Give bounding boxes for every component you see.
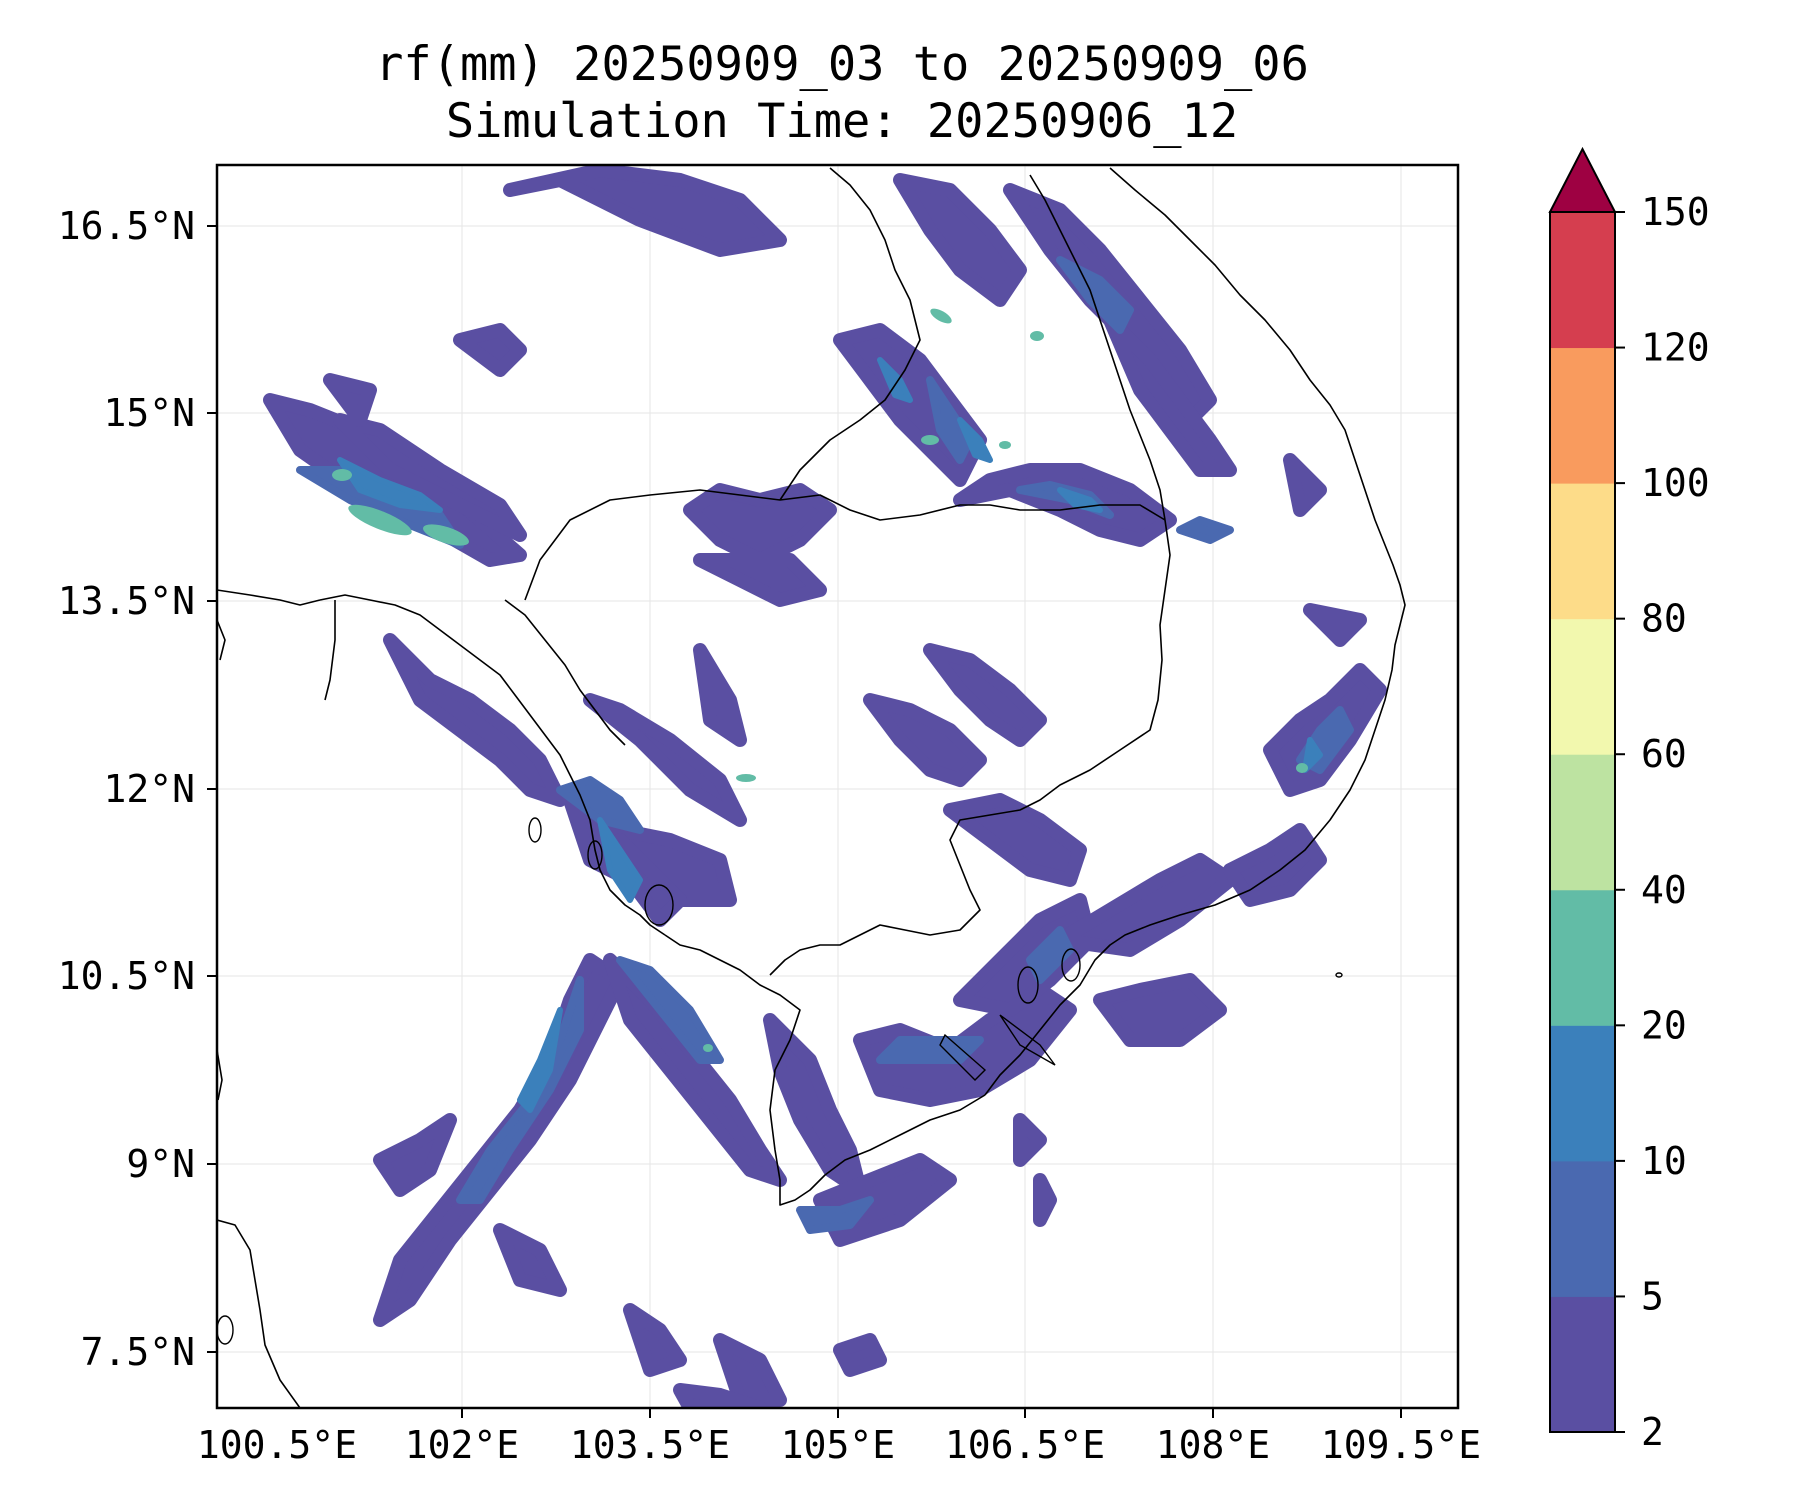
colorbar-tick-label: 20: [1641, 1003, 1687, 1047]
colorbar-outline: [1549, 211, 1616, 1433]
lon-tick-label: 109.5°E: [1321, 1423, 1481, 1467]
rainfall-band-10-20mm: [337, 357, 1323, 1113]
lon-tick-label: 106.5°E: [945, 1423, 1105, 1467]
lat-tick-label: 10.5°N: [58, 954, 195, 998]
coastline-vietnam-east: [984, 167, 1406, 1096]
lat-tick-label: 13.5°N: [58, 579, 195, 623]
colorbar-extend-arrow: [1548, 146, 1617, 213]
colorbar-tick-label: 100: [1641, 461, 1710, 505]
lat-tick-label: 12°N: [103, 767, 195, 811]
border-laos-vietnam: [1029, 174, 1166, 521]
map-title-line1: rf(mm) 20250909_03 to 20250909_06: [375, 37, 1309, 92]
lon-tick-labels: 100.5°E 102°E 103.5°E 105°E 106.5°E 108°…: [197, 1423, 1481, 1467]
lat-tick-label: 15°N: [103, 391, 195, 435]
colorbar-segment: [1550, 889, 1615, 1026]
coastline-gulf-of-thailand: [319, 594, 666, 936]
lon-tick-label: 103.5°E: [570, 1423, 730, 1467]
border-thailand-cambodia: [504, 599, 626, 746]
rainfall-band-20-40mm: [332, 308, 1308, 1052]
colorbar-tick-label: 10: [1641, 1139, 1687, 1183]
border-cambodia-vietnam: [769, 519, 1171, 976]
colorbar-segment: [1550, 347, 1615, 484]
colorbar: 2 5 10 20 40 60 80 100 120 150: [1548, 146, 1710, 1454]
lat-tick-label: 9°N: [126, 1142, 195, 1186]
colorbar-segment: [1550, 212, 1615, 349]
axis-ticks: [207, 225, 1402, 1418]
lon-tick-label: 108°E: [1156, 1423, 1270, 1467]
coastline-malay-peninsula: [217, 1219, 301, 1408]
colorbar-tick-label: 80: [1641, 597, 1687, 641]
map-title-line2: Simulation Time: 20250906_12: [446, 94, 1238, 149]
border-laos-thailand: [779, 167, 921, 501]
colorbar-segment: [1550, 1296, 1615, 1433]
colorbar-segment: [1550, 1025, 1615, 1162]
border-myanmar-thailand: [217, 589, 336, 701]
colorbar-tick-label: 40: [1641, 868, 1687, 912]
colorbar-tick-label: 5: [1641, 1274, 1664, 1318]
colorbar-tick-label: 150: [1641, 190, 1710, 234]
lon-tick-label: 100.5°E: [197, 1423, 357, 1467]
lon-tick-label: 105°E: [781, 1423, 895, 1467]
colorbar-segment: [1550, 483, 1615, 620]
colorbar-segment: [1550, 1160, 1615, 1297]
colorbar-segment: [1550, 754, 1615, 891]
lat-tick-labels: 16.5°N 15°N 13.5°N 12°N 10.5°N 9°N 7.5°N: [58, 204, 195, 1374]
coastlines-and-borders: [217, 167, 1406, 1408]
coastline-west-edge: [217, 619, 226, 1101]
lat-tick-label: 7.5°N: [81, 1330, 195, 1374]
border-cambodia-north: [524, 489, 1166, 601]
colorbar-segment: [1550, 618, 1615, 755]
islands: [217, 817, 1343, 1345]
lat-tick-label: 16.5°N: [58, 204, 195, 248]
coastline-mekong-delta: [664, 934, 986, 1206]
lon-tick-label: 102°E: [405, 1423, 519, 1467]
colorbar-tick-label: 60: [1641, 732, 1687, 776]
colorbar-tick-label: 2: [1641, 1410, 1664, 1454]
map-panel: 16.5°N 15°N 13.5°N 12°N 10.5°N 9°N 7.5°N…: [58, 163, 1481, 1467]
colorbar-tick-label: 120: [1641, 326, 1710, 370]
